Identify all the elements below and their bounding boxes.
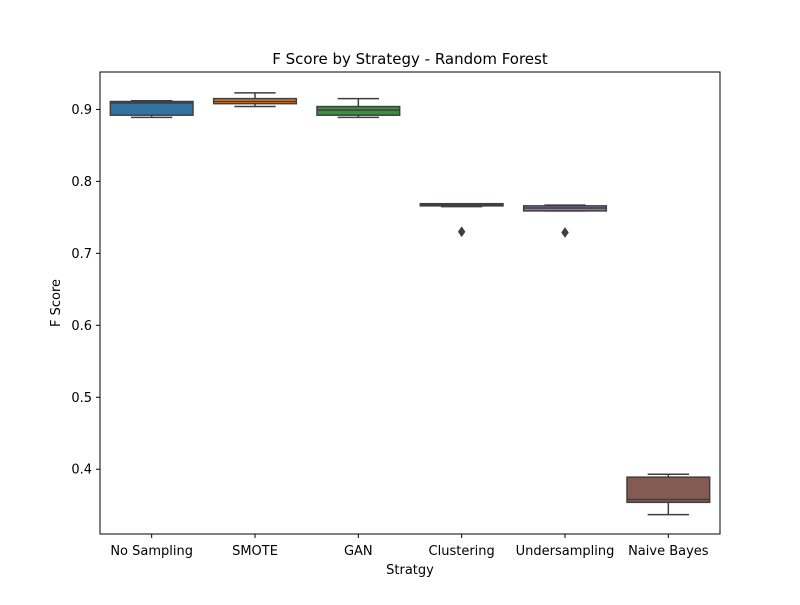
- plot-frame: [99, 71, 721, 535]
- y-tick-label: 0.9: [71, 103, 92, 118]
- outlier-point: [561, 227, 569, 238]
- y-tick-label: 0.6: [71, 319, 92, 334]
- outlier-point: [457, 226, 466, 238]
- y-tick-label: 0.8: [71, 175, 92, 190]
- x-tick-label: SMOTE: [232, 544, 278, 559]
- x-tick-label: Undersampling: [516, 544, 615, 559]
- y-axis-label: F Score: [49, 279, 64, 327]
- chart-title: F Score by Strategy - Random Forest: [272, 50, 548, 68]
- x-tick-label: No Sampling: [110, 544, 193, 559]
- box-naive-bayes: [626, 476, 711, 504]
- x-tick-label: GAN: [344, 544, 373, 559]
- y-tick-label: 0.5: [71, 391, 92, 406]
- x-tick-label: Clustering: [429, 544, 495, 559]
- plot-area: 0.4 0.5 0.6 0.7 0.8 0.9 No Sampling SMOTE GAN Clu…: [71, 92, 711, 559]
- y-tick-label: 0.7: [71, 247, 92, 262]
- y-tick-label: 0.4: [71, 463, 92, 478]
- box-no-sampling: [109, 100, 194, 116]
- x-axis-label: Stratgy: [386, 563, 434, 578]
- x-tick-label: Naive Bayes: [628, 544, 709, 559]
